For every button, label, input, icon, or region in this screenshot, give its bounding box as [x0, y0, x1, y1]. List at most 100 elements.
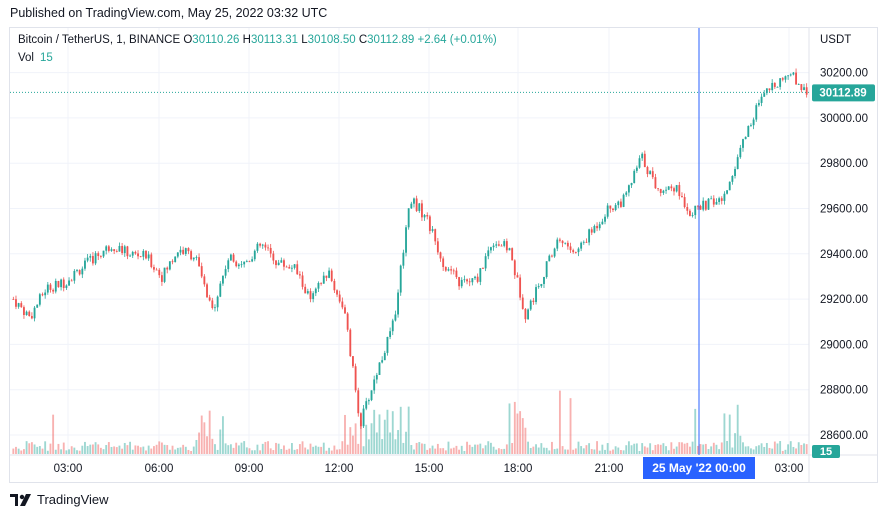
- candle-body: [349, 329, 352, 357]
- candle-body: [386, 336, 389, 353]
- volume-bar: [757, 445, 760, 454]
- volume-bar: [683, 443, 686, 454]
- volume-bar: [320, 446, 323, 454]
- volume-bar: [795, 448, 797, 454]
- volume-bar: [344, 414, 346, 454]
- volume-bar: [418, 442, 421, 454]
- last-price-badge: [812, 84, 875, 102]
- volume-bar: [235, 442, 238, 454]
- candle-body: [704, 200, 707, 210]
- candle-body: [508, 248, 511, 251]
- candle-body: [229, 254, 232, 261]
- volume-bar: [94, 442, 97, 454]
- volume-bar: [659, 444, 662, 454]
- volume-bar: [298, 444, 301, 454]
- volume-bar: [134, 445, 137, 454]
- volume-bar: [336, 449, 338, 454]
- volume-bar: [222, 416, 224, 454]
- candle-body: [344, 307, 346, 314]
- candle-body: [436, 241, 439, 253]
- candle-body: [657, 188, 660, 190]
- volume-bar: [163, 444, 166, 454]
- candle-body: [744, 136, 747, 140]
- candle-body: [654, 177, 657, 189]
- volume-bar: [245, 447, 248, 454]
- volume-bar: [216, 449, 219, 454]
- crosshair-time-label: 25 May '22 00:00: [652, 461, 746, 475]
- volume-bar: [442, 448, 445, 454]
- candle-body: [407, 208, 410, 228]
- candle-body: [357, 390, 360, 414]
- volume-bar: [495, 449, 498, 454]
- volume-bar: [330, 450, 333, 454]
- volume-bar: [800, 444, 803, 454]
- candle-body: [773, 82, 776, 87]
- volume-bar: [492, 446, 495, 454]
- candle-body: [516, 275, 519, 278]
- volume-bar: [413, 449, 415, 454]
- candle-body: [734, 169, 736, 177]
- volume-bar: [301, 441, 304, 454]
- volume-bar: [524, 427, 527, 454]
- candle-body: [227, 260, 230, 270]
- candle-body: [15, 299, 17, 307]
- time-tick-label: 21:00: [595, 463, 624, 475]
- volume-bar: [487, 441, 490, 454]
- volume-bar: [41, 448, 44, 454]
- volume-bar: [511, 443, 514, 454]
- candle-body: [150, 254, 153, 268]
- candle-body: [558, 239, 561, 241]
- volume-bar: [383, 419, 386, 454]
- last-price-label: 30112.89: [819, 87, 866, 99]
- candle-body: [792, 72, 795, 75]
- chart-pane[interactable]: [9, 27, 878, 483]
- symbol-title[interactable]: Bitcoin / TetherUS, 1, BINANCE: [18, 34, 181, 46]
- candle-body: [681, 196, 683, 198]
- volume-bar: [214, 444, 216, 454]
- candle-body: [601, 221, 604, 225]
- volume-bar: [558, 390, 561, 454]
- volume-bar: [784, 449, 787, 454]
- volume-bar: [582, 448, 585, 454]
- volume-bar: [471, 446, 474, 454]
- candle-body: [275, 260, 277, 266]
- candle-body: [179, 249, 182, 253]
- volume-bar: [113, 446, 116, 454]
- volume-bar: [168, 449, 171, 454]
- volume-bar: [641, 443, 644, 454]
- volume-bar: [227, 445, 230, 454]
- volume-bar: [78, 450, 81, 454]
- volume-bar: [237, 445, 240, 454]
- candle-body: [771, 82, 774, 91]
- volume-bar: [625, 445, 628, 454]
- candle-body: [638, 158, 641, 168]
- volume-legend: Vol 15: [18, 52, 53, 64]
- candle-body: [691, 215, 694, 216]
- volume-bar: [280, 448, 283, 454]
- volume-bar: [62, 442, 65, 454]
- candle-body: [702, 200, 705, 210]
- volume-bar: [44, 441, 47, 454]
- volume-bar: [622, 450, 625, 454]
- candle-body: [30, 316, 33, 319]
- volume-bar: [450, 448, 453, 454]
- volume-bar: [707, 449, 710, 454]
- volume-bar: [253, 450, 256, 454]
- volume-bar: [309, 443, 312, 454]
- volume-bar: [38, 446, 41, 454]
- candle-body: [553, 248, 556, 257]
- volume-bar: [99, 447, 102, 454]
- candle-body: [304, 286, 307, 294]
- candle-body: [70, 280, 73, 282]
- volume-bar: [277, 443, 280, 454]
- volume-bar: [548, 450, 551, 454]
- candle-body: [370, 390, 373, 401]
- tradingview-brand[interactable]: TradingView: [10, 492, 109, 507]
- volume-bar: [312, 446, 315, 454]
- volume-bar: [23, 449, 25, 454]
- candle-body: [25, 311, 28, 316]
- volume-bar: [25, 441, 28, 454]
- candle-body: [471, 278, 474, 283]
- candle-body: [574, 252, 577, 253]
